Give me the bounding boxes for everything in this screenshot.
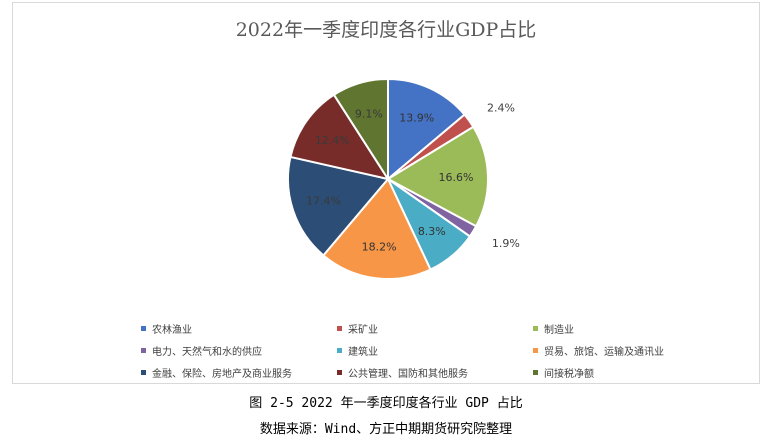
data-label: 1.9% [492, 237, 520, 250]
chart-frame: 2022年一季度印度各行业GDP占比 13.9% 2.4% 16.6% 1.9% 8.3… [12, 2, 760, 384]
legend-entry: 制造业 [533, 321, 723, 336]
legend-label: 采矿业 [348, 325, 378, 336]
legend-label: 农林渔业 [152, 325, 192, 336]
legend-swatch [533, 348, 538, 353]
legend-entry: 金融、保险、房地产及商业服务 [141, 365, 337, 380]
data-label: 2.4% [487, 102, 515, 115]
figure-caption: 图 2-5 2022 年一季度印度各行业 GDP 占比 [249, 396, 523, 411]
pie-chart: 13.9% 2.4% 16.6% 1.9% 8.3% 18.2% 17.4% 12.4% 9.1… [287, 77, 520, 280]
data-label: 17.4% [306, 195, 341, 208]
legend-label: 制造业 [544, 325, 574, 336]
legend-entry: 间接税净额 [533, 365, 723, 380]
legend-swatch [533, 326, 538, 331]
legend-swatch [337, 348, 342, 353]
data-label: 18.2% [362, 240, 397, 253]
legend-entry: 公共管理、国防和其他服务 [337, 365, 533, 380]
legend-swatch [141, 370, 146, 375]
data-label: 8.3% [418, 225, 446, 238]
legend-label: 金融、保险、房地产及商业服务 [152, 369, 292, 380]
legend-swatch [141, 326, 146, 331]
legend-label: 贸易、旅馆、运输及通讯业 [544, 347, 664, 358]
legend-swatch [337, 370, 342, 375]
source-caption: 数据来源：Wind、方正中期期货研究院整理 [259, 422, 513, 437]
legend-label: 建筑业 [348, 347, 378, 358]
pie-slice [332, 77, 389, 183]
legend: 农林渔业 采矿业 制造业电力、天然气和水的供应 建筑业 贸易、旅馆、运输及通讯业金融、保… [141, 321, 721, 380]
data-label: 9.1% [355, 108, 383, 121]
legend-entry: 贸易、旅馆、运输及通讯业 [533, 343, 723, 358]
data-label: 12.4% [315, 134, 350, 147]
legend-swatch [337, 326, 342, 331]
legend-swatch [141, 348, 146, 353]
legend-swatch [533, 370, 538, 375]
data-label: 16.6% [439, 171, 474, 184]
chart-title: 2022年一季度印度各行业GDP占比 [235, 19, 537, 41]
legend-entry: 电力、天然气和水的供应 [141, 343, 337, 358]
legend-label: 间接税净额 [544, 369, 594, 380]
pie-slice [289, 93, 391, 181]
pie-slice [321, 177, 432, 280]
legend-entry: 农林渔业 [141, 321, 337, 336]
legend-label: 公共管理、国防和其他服务 [348, 369, 468, 380]
pie-slice [287, 155, 390, 257]
legend-label: 电力、天然气和水的供应 [152, 347, 262, 358]
data-label: 13.9% [399, 111, 434, 124]
pie-slice [387, 77, 466, 182]
legend-entry: 采矿业 [337, 321, 533, 336]
pie-slice [385, 125, 489, 228]
legend-entry: 建筑业 [337, 343, 533, 358]
